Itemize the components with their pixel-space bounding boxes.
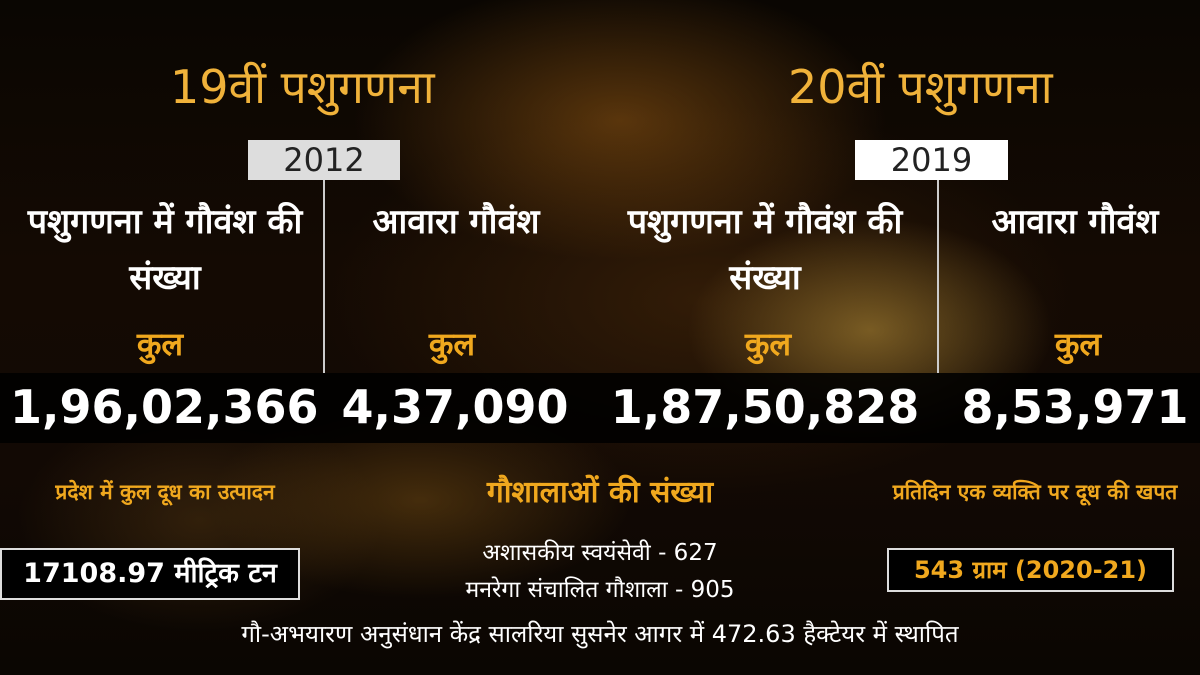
divider-2012: [323, 180, 325, 373]
milk-production-label: प्रदेश में कुल दूध का उत्पादन: [55, 480, 275, 504]
gaushala-private: अशासकीय स्वयंसेवी - 627: [482, 540, 718, 566]
census-20-title: 20वीं पशुगणना: [788, 60, 1053, 114]
total-label: कुल: [428, 325, 476, 363]
census-20-stray-label: आवारा गौवंश: [991, 202, 1159, 242]
total-label: कुल: [136, 325, 184, 363]
divider-2019: [937, 180, 939, 373]
footer-note: गौ-अभयारण अनुसंधान केंद्र सालरिया सुसनेर…: [241, 620, 959, 648]
census-20-cattle-value: 1,87,50,828: [610, 380, 920, 434]
numbers-band: [0, 373, 1200, 443]
gaushala-mgnrega: मनरेगा संचालित गौशाला - 905: [465, 577, 735, 603]
gaushala-title: गौशालाओं की संख्या: [486, 475, 714, 510]
total-label: कुल: [1054, 325, 1102, 363]
milk-consumption-label: प्रतिदिन एक व्यक्ति पर दूध की खपत: [892, 480, 1178, 504]
milk-consumption-value: 543 ग्राम (2020-21): [887, 548, 1174, 592]
census-19-stray-value: 4,37,090: [341, 380, 569, 434]
milk-production-value: 17108.97 मीट्रिक टन: [0, 548, 300, 600]
year-2012-box: 2012: [248, 140, 400, 180]
year-2019-box: 2019: [855, 140, 1008, 180]
total-label: कुल: [744, 325, 792, 363]
census-20-stray-value: 8,53,971: [961, 380, 1189, 434]
census-19-title: 19वीं पशुगणना: [170, 60, 435, 114]
census-19-cattle-label: पशुगणना में गौवंश की संख्या: [27, 202, 303, 298]
census-19-stray-label: आवारा गौवंश: [372, 202, 540, 242]
census-19-cattle-value: 1,96,02,366: [10, 380, 319, 434]
census-20-cattle-label: पशुगणना में गौवंश की संख्या: [627, 202, 903, 298]
